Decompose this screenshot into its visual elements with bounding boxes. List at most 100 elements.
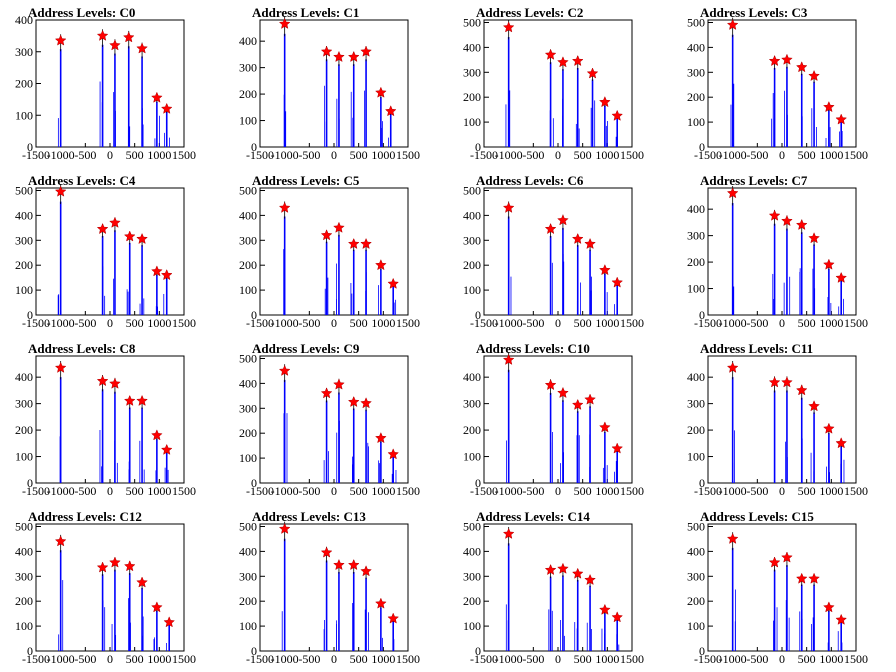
peak-marker [502,201,515,213]
y-tick-label: 0 [475,308,481,322]
y-tick-label: 100 [463,450,481,464]
x-tick-label: -500 [298,484,320,498]
peak-marker [320,546,333,558]
peak-marker [360,397,372,409]
chart-panel: Address Levels: C0 0 100 200 300 400 -1500-100… [15,5,196,162]
x-tick-label: 1500 [844,652,868,666]
peak-marker [136,232,148,245]
y-tick-label: 100 [15,283,33,297]
y-tick-label: 300 [687,229,705,243]
x-tick-label: -1000 [719,316,747,330]
y-tick-label: 500 [15,519,33,533]
peak-marker [557,386,569,399]
chart-title: Address Levels: C2 [476,5,583,20]
peak-marker [278,364,291,376]
chart-panel: Address Levels: C15 0 100 200 300 400 500 -1500… [687,509,868,666]
peak-marker [823,258,835,270]
chart-title: Address Levels: C11 [700,341,813,356]
peak-marker [54,34,67,46]
y-tick-label: 500 [687,15,705,29]
x-tick-label: 500 [350,484,368,498]
x-tick-label: -1500 [470,316,498,330]
y-tick-label: 400 [239,544,257,558]
x-tick-label: -500 [74,316,96,330]
y-tick-label: 400 [687,40,705,54]
x-tick-label: 1000 [147,652,171,666]
y-tick-label: 400 [463,40,481,54]
y-tick-label: 500 [463,183,481,197]
y-tick-label: 200 [239,87,257,101]
y-tick-label: 400 [463,544,481,558]
peak-marker [726,187,739,199]
x-tick-label: 500 [350,148,368,162]
y-tick-label: 100 [463,283,481,297]
x-tick-label: -500 [522,484,544,498]
x-tick-label: -500 [74,484,96,498]
y-tick-label: 400 [239,208,257,222]
peak-marker [360,565,372,577]
peak-marker [96,561,109,573]
y-tick-label: 500 [463,15,481,29]
y-tick-label: 0 [699,308,705,322]
chart-title: Address Levels: C5 [252,173,360,188]
y-tick-label: 500 [463,519,481,533]
y-tick-label: 100 [239,619,257,633]
y-tick-label: 200 [239,594,257,608]
peak-marker [544,48,557,60]
x-tick-label: 500 [126,316,144,330]
x-tick-label: 0 [331,652,337,666]
peak-marker [611,109,624,121]
peak-marker [151,601,163,613]
peak-marker [333,558,345,571]
peak-marker [375,432,387,444]
peak-marker [795,572,808,584]
plot-frame [707,187,857,316]
x-tick-label: -1000 [271,316,299,330]
peak-marker [835,613,848,625]
chart-title: Address Levels: C9 [252,341,360,356]
peak-marker [502,527,515,539]
peak-marker [571,398,584,410]
x-tick-label: 500 [126,484,144,498]
peak-marker [544,563,557,576]
chart-panel: Address Levels: C7 0 100 200 300 400 -1500-100… [687,173,868,330]
peak-marker [109,39,121,51]
y-tick-label: 300 [15,569,33,583]
y-tick-label: 300 [687,65,705,79]
y-tick-label: 100 [239,283,257,297]
x-tick-label: -1500 [246,484,274,498]
x-tick-label: 1000 [595,484,619,498]
peak-marker [96,374,109,387]
chart-panel: Address Levels: C1 0 100 200 300 400 -1500-100… [239,5,420,162]
y-tick-label: 200 [687,423,705,437]
y-tick-label: 0 [251,476,257,490]
peak-marker [502,353,515,365]
y-tick-label: 500 [15,183,33,197]
chart-title: Address Levels: C12 [28,509,142,524]
x-tick-label: -1500 [694,316,722,330]
x-tick-label: 1500 [172,148,196,162]
x-tick-label: 1000 [371,316,395,330]
peak-marker [808,400,820,412]
peak-marker [54,361,67,373]
x-tick-label: 1000 [819,316,843,330]
peak-marker [768,54,781,67]
x-tick-label: 0 [107,316,113,330]
x-tick-label: 1500 [844,484,868,498]
peak-marker [360,237,372,250]
y-tick-label: 400 [239,376,257,390]
y-tick-label: 0 [27,644,33,658]
x-tick-label: -1000 [47,148,75,162]
y-tick-label: 400 [15,13,33,27]
y-tick-label: 200 [687,594,705,608]
x-tick-label: -1000 [495,484,523,498]
peak-marker [795,218,808,231]
chart-title: Address Levels: C4 [28,173,136,188]
y-tick-label: 0 [475,644,481,658]
x-tick-label: -500 [74,652,96,666]
peak-marker [136,42,148,54]
peak-marker [160,443,173,455]
y-tick-label: 100 [687,619,705,633]
peak-marker [333,50,345,63]
x-tick-label: 1500 [620,484,644,498]
